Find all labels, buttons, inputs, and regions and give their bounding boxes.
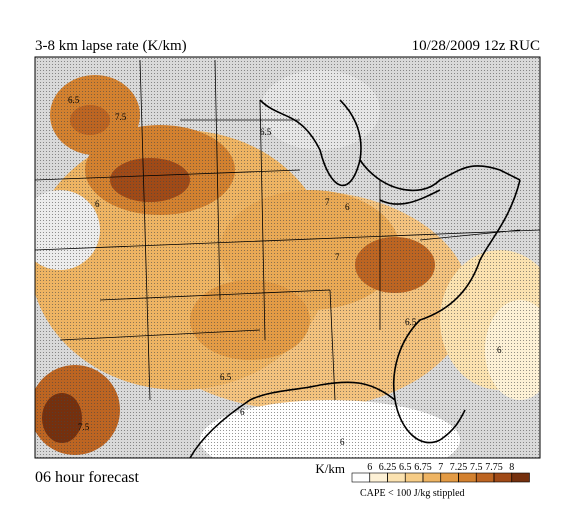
stipple-note: CAPE < 100 J/kg stippled [360, 488, 465, 499]
contour-label: 6.5 [220, 372, 232, 382]
colorbar-label: 6 [367, 462, 372, 473]
colorbar-label: 6.75 [414, 462, 432, 473]
map-frame [34, 56, 541, 459]
colorbar-swatch [369, 472, 388, 483]
colorbar-label: 6.5 [399, 462, 412, 473]
colorbar-label: 7 [438, 462, 443, 473]
contour-label: 6.5 [405, 317, 417, 327]
contour-label: 7.5 [115, 112, 127, 122]
contour-label: 6.5 [68, 95, 80, 105]
colorbar-label: 7.75 [485, 462, 503, 473]
contour-label: 6.5 [260, 127, 272, 137]
colorbar: 6 6.25 6.5 6.75 7 7.25 7.5 7.75 8 [351, 462, 530, 483]
title: 3-8 km lapse rate (K/km) [35, 38, 187, 54]
colorbar-swatch [511, 472, 530, 483]
colorbar-swatch [440, 472, 459, 483]
map: 6.5 7.5 6 6.5 7 6 7 6.5 6 6.5 7.5 6 6 [35, 57, 540, 458]
colorbar-swatch [422, 472, 442, 483]
contour-label: 6 [240, 407, 245, 417]
colorbar-label: 6.25 [379, 462, 397, 473]
colorbar-unit: K/km [315, 461, 345, 476]
colorbar-swatch [387, 472, 406, 483]
colorbar-swatch [351, 472, 371, 483]
state-lines [35, 59, 540, 458]
contour-label: 6 [345, 202, 350, 212]
colorbar-swatch [475, 472, 495, 483]
colorbar-label: 7.5 [470, 462, 483, 473]
run-info: 10/28/2009 12z RUC [412, 38, 540, 54]
contour-label: 6 [497, 345, 502, 355]
colorbar-swatch [404, 472, 424, 483]
contour-label: 6 [95, 199, 100, 209]
colorbar-label: 7.25 [450, 462, 468, 473]
colorbar-swatch [458, 472, 477, 483]
colorbar-swatch [493, 472, 513, 483]
colorbar-label: 8 [509, 462, 514, 473]
contour-label: 7 [335, 252, 340, 262]
contour-label: 6 [340, 437, 345, 447]
forecast-label: 06 hour forecast [35, 469, 140, 486]
contour-label: 7 [325, 197, 330, 207]
contour-label: 7.5 [78, 422, 90, 432]
